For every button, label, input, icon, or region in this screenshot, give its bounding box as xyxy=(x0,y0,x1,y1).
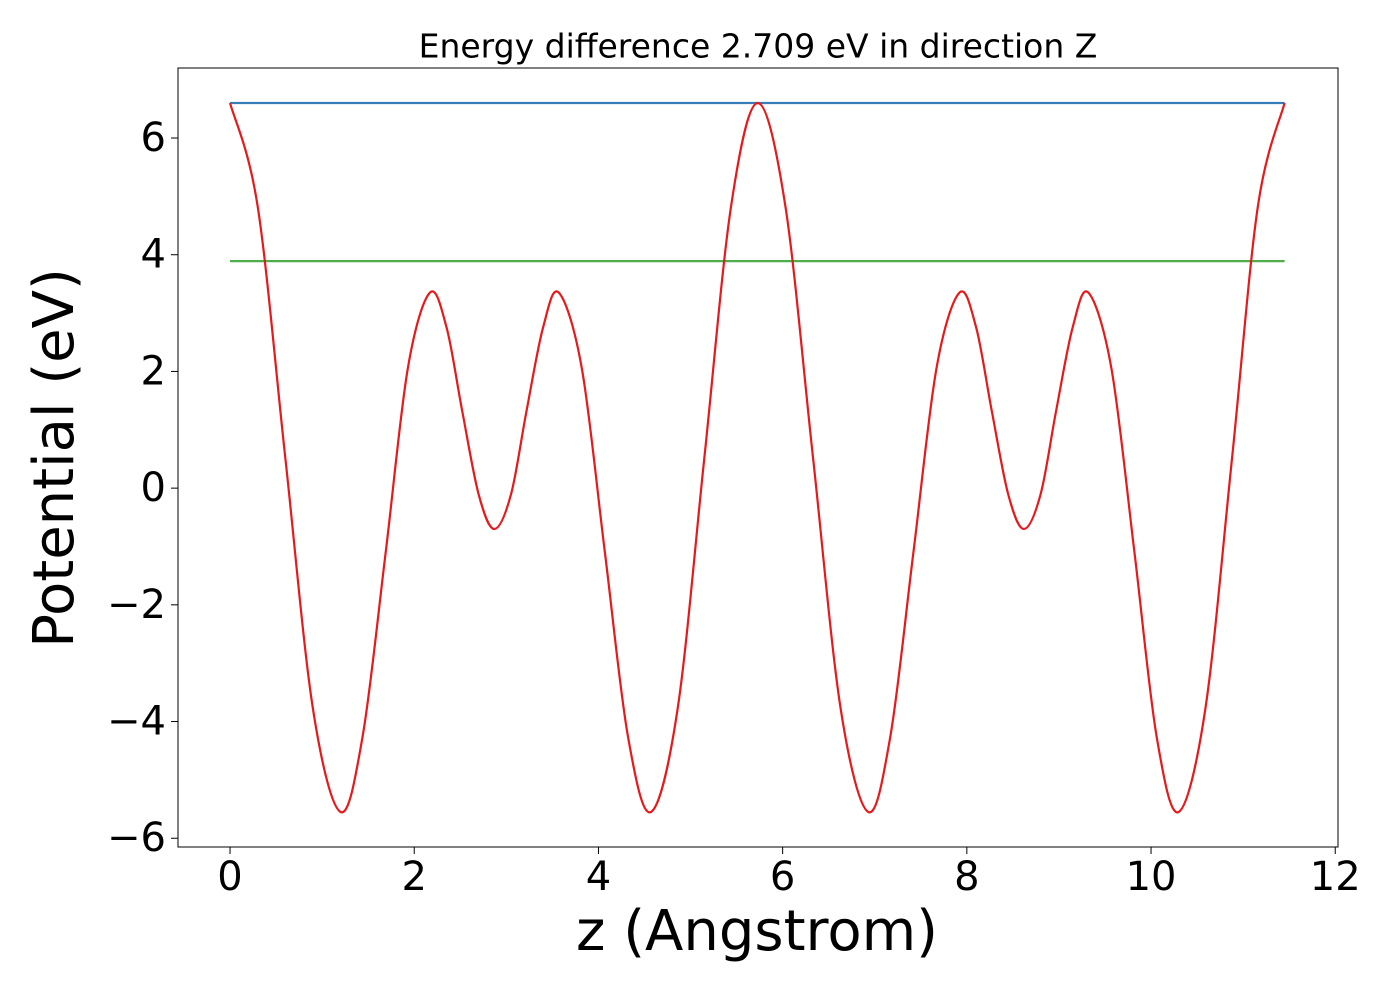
y-tick-label: −2 xyxy=(107,582,166,628)
y-tick-label: 2 xyxy=(141,348,166,394)
y-tick-label: 0 xyxy=(141,465,166,511)
x-tick-label: 6 xyxy=(770,854,795,900)
x-tick-label: 10 xyxy=(1126,854,1177,900)
x-tick-label: 12 xyxy=(1310,854,1361,900)
y-tick-label: 4 xyxy=(141,232,166,278)
plot-frame xyxy=(177,67,1339,848)
x-tick-label: 0 xyxy=(217,854,242,900)
chart-title: Energy difference 2.709 eV in direction … xyxy=(419,27,1098,66)
y-tick-label: 6 xyxy=(141,115,166,161)
y-tick-label: −4 xyxy=(107,699,166,745)
y-axis-label: Potential (eV) xyxy=(22,268,87,648)
x-tick-label: 8 xyxy=(954,854,979,900)
x-tick-label: 4 xyxy=(586,854,611,900)
series-line xyxy=(228,101,1286,814)
x-tick-label: 2 xyxy=(402,854,427,900)
x-axis-label: z (Angstrom) xyxy=(576,899,938,964)
y-tick-label: −6 xyxy=(107,815,166,861)
